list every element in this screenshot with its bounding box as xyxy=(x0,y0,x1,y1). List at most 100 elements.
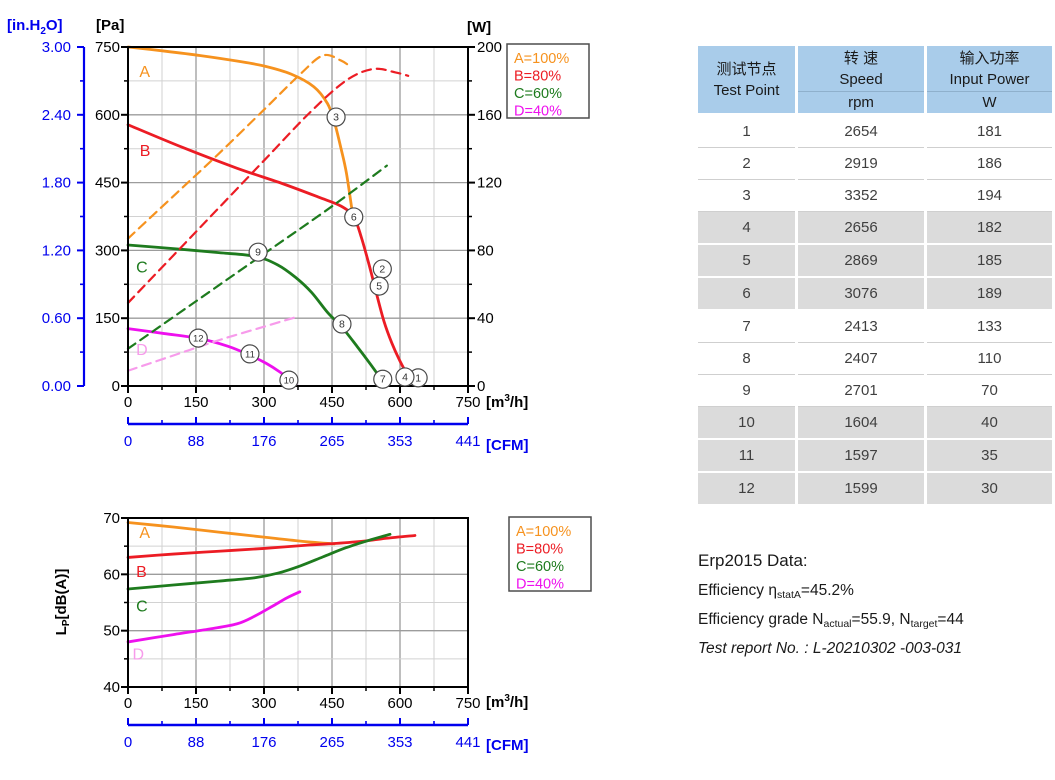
svg-text:7: 7 xyxy=(380,374,386,386)
rpm-cell: 2413 xyxy=(798,311,924,343)
point-cell: 3 xyxy=(698,180,795,212)
svg-text:750: 750 xyxy=(95,39,120,56)
legend-item-D: D=40% xyxy=(516,577,564,593)
svg-text:A: A xyxy=(139,64,150,81)
test-point-marker-7 xyxy=(373,369,393,389)
svg-text:0: 0 xyxy=(112,378,120,395)
rpm-cell: 2869 xyxy=(798,245,924,278)
speed-header-en: Speed xyxy=(839,70,883,88)
table-row: 12 1599 30 xyxy=(698,473,1052,504)
point-cell: 7 xyxy=(698,311,795,343)
curve-C-noise xyxy=(126,532,392,591)
test-point-marker-11 xyxy=(240,344,260,364)
table-row: 1 2654 181 xyxy=(698,116,1052,148)
cfm-axis-title-top: [CFM] xyxy=(486,437,529,454)
curve-B-pressure xyxy=(126,123,416,387)
watt-cell: 182 xyxy=(927,212,1052,245)
m3h-title-pre: [m xyxy=(486,394,505,411)
svg-text:11: 11 xyxy=(245,349,255,360)
curve-A-power xyxy=(126,53,353,240)
svg-text:0: 0 xyxy=(477,378,485,395)
rpm-cell: 2407 xyxy=(798,343,924,375)
curve-A-noise xyxy=(126,521,336,546)
m3h-title-post: /h] xyxy=(509,694,529,711)
svg-text:70: 70 xyxy=(103,510,120,527)
watt-axis-title: [W] xyxy=(467,19,492,36)
watt-cell: 30 xyxy=(927,473,1052,504)
svg-text:750: 750 xyxy=(455,695,480,712)
curve-B-noise xyxy=(126,534,417,559)
legend-item-A: A=100% xyxy=(516,524,571,540)
svg-text:200: 200 xyxy=(477,39,502,56)
rpm-cell: 1604 xyxy=(798,407,924,440)
test-point-table: 测试节点 Test Point 转 速 Speed 输入功率 Input Pow… xyxy=(695,46,1055,504)
svg-text:C: C xyxy=(136,598,148,615)
speed-header-cn: 转 速 xyxy=(843,49,879,67)
svg-text:300: 300 xyxy=(251,695,276,712)
rpm-cell: 2701 xyxy=(798,375,924,407)
power-unit-header: W xyxy=(927,92,1052,116)
point-cell: 8 xyxy=(698,343,795,375)
rpm-cell: 3076 xyxy=(798,278,924,311)
legend-item-A: A=100% xyxy=(514,51,569,67)
svg-text:A: A xyxy=(139,525,150,542)
svg-text:150: 150 xyxy=(183,695,208,712)
svg-text:353: 353 xyxy=(387,734,412,751)
svg-text:120: 120 xyxy=(477,175,502,192)
svg-text:2: 2 xyxy=(379,263,385,275)
svg-text:B: B xyxy=(140,143,151,160)
rpm-cell: 2654 xyxy=(798,116,924,148)
watt-cell: 35 xyxy=(927,440,1052,473)
watt-cell: 110 xyxy=(927,343,1052,375)
svg-text:265: 265 xyxy=(319,734,344,751)
power-header-en: Input Power xyxy=(949,70,1030,88)
svg-text:2.40: 2.40 xyxy=(42,107,71,124)
curve-A-pressure xyxy=(126,45,355,218)
erp-grade-label: Efficiency grade N xyxy=(698,611,824,628)
svg-text:8: 8 xyxy=(339,319,345,331)
svg-text:150: 150 xyxy=(95,310,120,327)
svg-text:9: 9 xyxy=(255,247,261,259)
erp-test-report: Test report No. : L-20210302 -003-031 xyxy=(698,640,962,657)
test-point-marker-5 xyxy=(369,276,389,296)
svg-text:600: 600 xyxy=(95,107,120,124)
table-row: 6 3076 189 xyxy=(698,278,1052,311)
test-point-marker-4 xyxy=(395,367,415,387)
m3h-axis-title-bottom: [m3/h] xyxy=(486,690,528,712)
erp-grade-sub-target: target xyxy=(910,618,938,630)
svg-text:0: 0 xyxy=(124,394,132,411)
erp-grade-value: =44 xyxy=(937,611,964,628)
curve-D-noise xyxy=(126,590,302,644)
point-cell: 5 xyxy=(698,245,795,278)
svg-text:0: 0 xyxy=(124,433,132,450)
watt-cell: 181 xyxy=(927,116,1052,148)
svg-text:6: 6 xyxy=(351,211,357,223)
point-cell: 11 xyxy=(698,440,795,473)
table-row: 2 2919 186 xyxy=(698,148,1052,180)
cfm-axis-title-bottom: [CFM] xyxy=(486,737,529,754)
svg-text:88: 88 xyxy=(188,734,205,751)
watt-cell: 194 xyxy=(927,180,1052,212)
test-point-header-cn: 测试节点 xyxy=(716,60,777,78)
test-point-marker-3 xyxy=(326,107,346,127)
rpm-cell: 1599 xyxy=(798,473,924,504)
inh2o-axis-title-sub: 2 xyxy=(40,26,46,37)
erp-efficiency-line: Efficiency ηstatA=45.2% xyxy=(698,582,1048,601)
svg-text:441: 441 xyxy=(455,734,480,751)
svg-text:450: 450 xyxy=(319,695,344,712)
inh2o-axis-title-post: O] xyxy=(45,17,63,34)
svg-text:50: 50 xyxy=(103,623,120,640)
svg-text:150: 150 xyxy=(183,394,208,411)
table-row: 10 1604 40 xyxy=(698,407,1052,440)
m3h-axis-title-top: [m3/h] xyxy=(486,390,528,412)
inh2o-axis-title-pre: [in.H xyxy=(7,17,41,34)
svg-text:0.00: 0.00 xyxy=(42,378,71,395)
m3h-title-post: /h] xyxy=(509,394,529,411)
watt-cell: 133 xyxy=(927,311,1052,343)
erp-grade-sub-actual: actual xyxy=(823,618,852,630)
svg-text:4: 4 xyxy=(402,371,408,383)
inh2o-axis-title: [in.H2O] xyxy=(7,17,63,41)
m3h-title-pre: [m xyxy=(486,694,505,711)
svg-text:450: 450 xyxy=(95,175,120,192)
svg-text:450: 450 xyxy=(319,394,344,411)
